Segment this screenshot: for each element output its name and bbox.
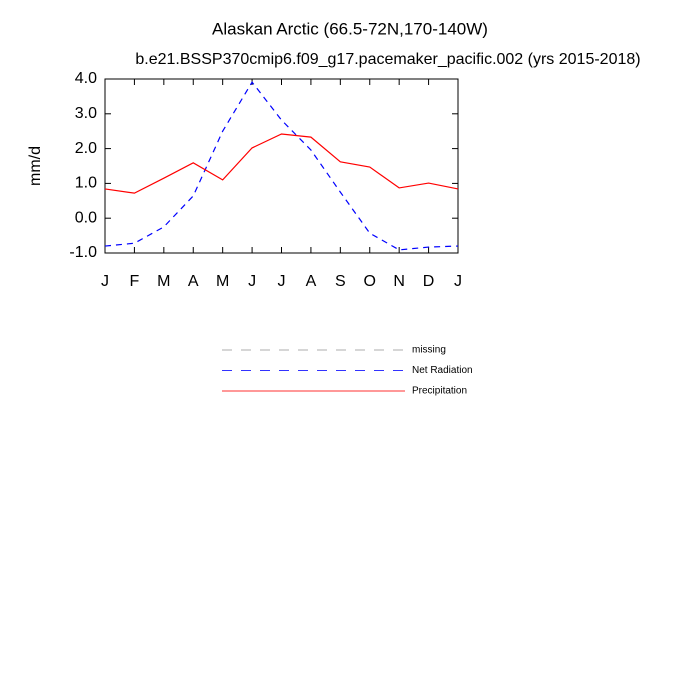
y-tick-label: -1.0: [69, 244, 97, 261]
chart-subtitle: b.e21.BSSP370cmip6.f09_g17.pacemaker_pac…: [135, 51, 640, 68]
y-tick-label: 0.0: [75, 209, 97, 226]
legend-label: Precipitation: [412, 386, 467, 397]
y-tick-label: 3.0: [75, 105, 97, 122]
x-tick-label: J: [278, 273, 286, 290]
x-tick-label: J: [101, 273, 109, 290]
y-tick-label: 2.0: [75, 140, 97, 157]
y-axis-label: mm/d: [27, 146, 44, 186]
legend-label: Net Radiation: [412, 365, 473, 376]
x-tick-label: M: [157, 273, 170, 290]
x-tick-label: S: [335, 273, 346, 290]
legend-label: missing: [412, 345, 446, 356]
x-tick-label: A: [306, 273, 317, 290]
x-tick-label: N: [393, 273, 405, 290]
y-tick-label: 4.0: [75, 70, 97, 87]
x-tick-label: F: [130, 273, 140, 290]
y-tick-label: 1.0: [75, 175, 97, 192]
x-tick-label: J: [248, 273, 256, 290]
data-line: [104, 133, 459, 194]
x-tick-label: M: [216, 273, 229, 290]
x-tick-label: A: [188, 273, 199, 290]
x-tick-label: O: [364, 273, 376, 290]
x-tick-label: J: [454, 273, 462, 290]
x-tick-label: D: [423, 273, 435, 290]
chart-title: Alaskan Arctic (66.5-72N,170-140W): [212, 19, 488, 38]
